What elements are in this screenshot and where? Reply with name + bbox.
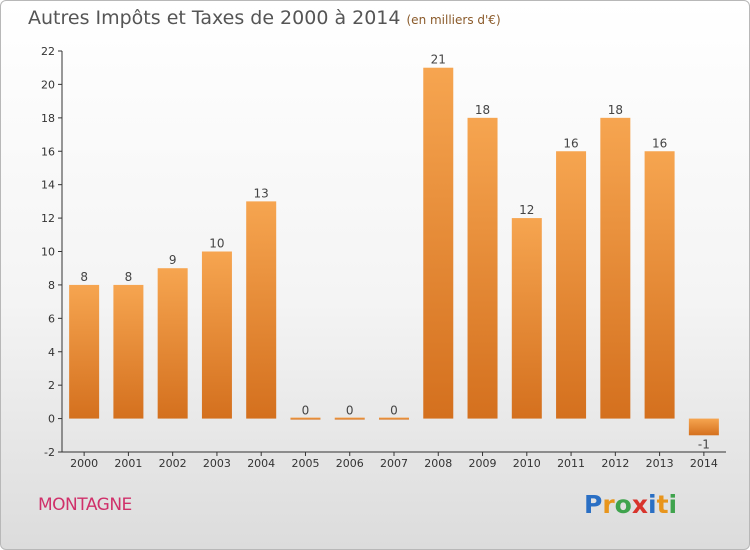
- x-tick-label: 2006: [336, 457, 364, 470]
- y-tick-label: 0: [48, 413, 55, 426]
- bar: [201, 251, 232, 419]
- y-tick-label: -2: [44, 446, 55, 459]
- y-tick-label: 10: [41, 246, 55, 259]
- y-tick-label: 12: [41, 212, 55, 225]
- logo-letter: t: [656, 490, 669, 519]
- y-tick-label: 20: [41, 78, 55, 91]
- logo-letter: x: [631, 490, 648, 519]
- logo-letter: i: [648, 490, 657, 519]
- bar: [290, 417, 321, 420]
- data-label: 0: [346, 404, 354, 418]
- data-label: 10: [209, 237, 224, 251]
- data-labels: 8 8 9 10 13 0 0 0 21 18 12 16 18 16 -1: [80, 53, 710, 452]
- x-tick-label: 2010: [513, 457, 541, 470]
- x-tick-label: 2009: [469, 457, 497, 470]
- logo-letter: r: [602, 490, 615, 519]
- x-tick-label: 2012: [601, 457, 629, 470]
- x-tick-label: 2000: [70, 457, 98, 470]
- data-label: 0: [302, 404, 310, 418]
- y-tick-label: 14: [41, 179, 55, 192]
- chart-title-text: Autres Impôts et Taxes de 2000 à 2014: [28, 7, 401, 29]
- bars: [69, 67, 719, 436]
- proxiti-logo: Proxiti: [584, 490, 677, 519]
- x-tick-label: 2004: [247, 457, 275, 470]
- x-tick-label: 2003: [203, 457, 231, 470]
- bar: [113, 284, 144, 419]
- logo-letter: i: [668, 490, 678, 519]
- unit-note: (en milliers d'€): [406, 13, 501, 27]
- y-tick-label: 16: [41, 145, 55, 158]
- bar: [334, 417, 365, 420]
- x-tick-label: 2001: [114, 457, 142, 470]
- commune-name: MONTAGNE: [38, 495, 132, 515]
- data-label: 8: [80, 270, 88, 284]
- bar: [69, 284, 100, 419]
- data-label: 8: [125, 270, 133, 284]
- bar: [246, 201, 277, 419]
- bar: [600, 117, 631, 419]
- bar: [423, 67, 454, 419]
- bar: [644, 151, 675, 419]
- bar: [556, 151, 587, 419]
- logo-letter: o: [614, 490, 632, 519]
- bar: [379, 417, 409, 420]
- y-tick-label: 8: [48, 279, 55, 292]
- x-tick-label: 2013: [646, 457, 674, 470]
- data-label: 16: [563, 136, 578, 150]
- axes: -2 0 2 4 6 8 10 12 14 16 18 20 22 2000 2001 2002 2003 200…: [41, 45, 726, 470]
- y-tick-label: 18: [41, 112, 55, 125]
- data-label: 13: [254, 186, 269, 200]
- data-label: 0: [390, 404, 398, 418]
- data-label: 16: [652, 136, 667, 150]
- data-label: 18: [608, 103, 623, 117]
- bar: [467, 117, 498, 419]
- chart-title: Autres Impôts et Taxes de 2000 à 2014 (en…: [28, 7, 501, 29]
- x-tick-label: 2007: [380, 457, 408, 470]
- bar: [688, 418, 719, 436]
- data-label: -1: [698, 437, 710, 451]
- y-tick-label: 2: [48, 379, 55, 392]
- data-label: 18: [475, 103, 490, 117]
- data-label: 12: [519, 203, 534, 217]
- y-tick-label: 22: [41, 45, 55, 58]
- y-tick-label: 4: [48, 346, 55, 359]
- x-tick-label: 2002: [159, 457, 187, 470]
- bar: [157, 268, 188, 419]
- data-label: 21: [431, 53, 446, 67]
- bar: [511, 218, 542, 419]
- x-tick-label: 2008: [424, 457, 452, 470]
- x-tick-label: 2014: [690, 457, 718, 470]
- logo-letter: P: [584, 490, 603, 519]
- y-tick-label: 6: [48, 312, 55, 325]
- x-tick-label: 2011: [557, 457, 585, 470]
- x-tick-label: 2005: [291, 457, 319, 470]
- data-label: 9: [169, 253, 177, 267]
